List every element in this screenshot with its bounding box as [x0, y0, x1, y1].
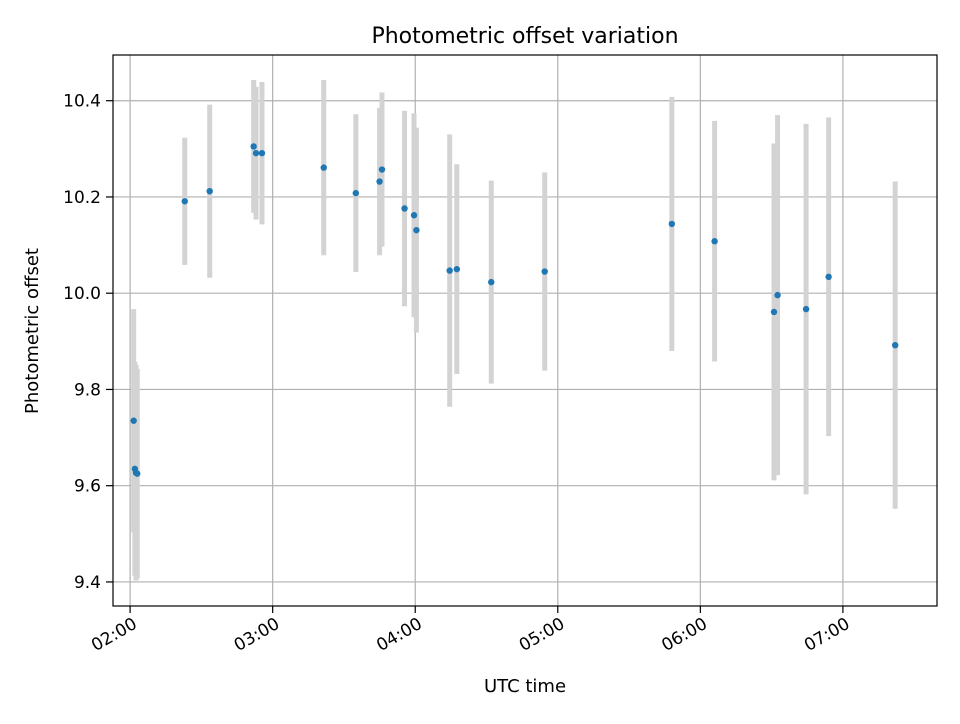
data-point: [891, 341, 899, 349]
y-tick-label: 10.4: [63, 92, 101, 112]
data-point: [130, 417, 137, 424]
y-tick-label: 10.0: [63, 284, 101, 304]
x-tick-label: 03:00: [231, 614, 283, 656]
data-point: [453, 265, 461, 273]
data-point: [258, 149, 266, 157]
x-tick-label: 04:00: [373, 614, 425, 656]
data-point: [410, 212, 418, 219]
data-point: [488, 278, 495, 286]
data-point: [320, 164, 327, 171]
data-point: [668, 220, 676, 228]
data-point: [446, 267, 453, 274]
data-point: [252, 149, 260, 157]
data-point: [378, 166, 386, 173]
data-point: [181, 198, 188, 205]
data-point: [376, 178, 383, 185]
data-point: [774, 291, 781, 299]
point-layer: [130, 143, 899, 477]
y-tick-label: 9.4: [74, 573, 101, 593]
data-point: [825, 273, 832, 281]
x-tick-label: 02:00: [88, 614, 140, 656]
data-point: [770, 308, 778, 316]
plot-frame: [112, 54, 938, 607]
y-tick-label: 9.8: [74, 380, 101, 400]
data-point: [413, 226, 420, 234]
x-axis-label: UTC time: [484, 676, 566, 697]
grid-layer: [113, 55, 937, 606]
data-point: [134, 470, 141, 477]
x-tick-label: 05:00: [516, 614, 568, 656]
data-point: [711, 238, 718, 245]
data-point: [250, 143, 257, 150]
y-tick-label: 10.2: [63, 188, 101, 208]
data-point: [802, 305, 810, 313]
errorbar-layer: [131, 80, 898, 581]
chart-title: Photometric offset variation: [371, 24, 678, 49]
y-tick-label: 9.6: [74, 477, 101, 497]
x-tick-label: 06:00: [658, 614, 710, 656]
data-point: [541, 268, 548, 275]
data-point: [352, 189, 360, 197]
y-axis-label: Photometric offset: [22, 248, 43, 414]
x-tick-label: 07:00: [801, 614, 853, 656]
data-point: [401, 205, 408, 212]
data-point: [206, 187, 213, 195]
